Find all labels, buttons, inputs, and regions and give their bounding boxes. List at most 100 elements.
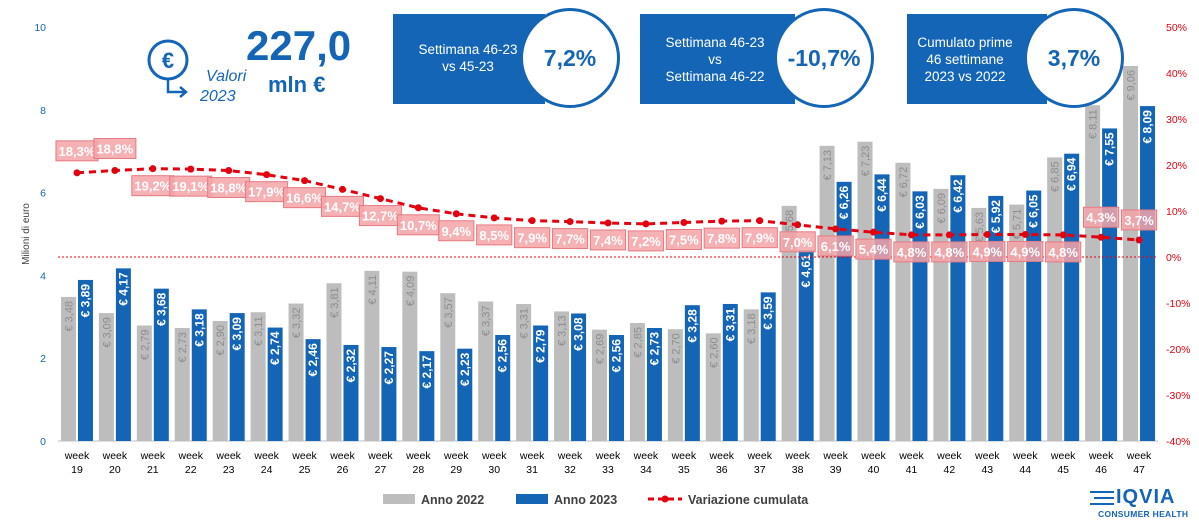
bar-2023-label: € 3,28 (685, 309, 699, 343)
bar-2022 (592, 329, 607, 441)
bar-2023-label: € 2,56 (610, 339, 624, 373)
kpi-text-line: 46 settimane (926, 52, 1004, 67)
line-point (490, 214, 498, 222)
series-line-cumulative (76, 167, 1140, 242)
line-data-label: 7,4% (593, 233, 623, 248)
total-value: 227,0 (246, 22, 352, 69)
line-point (263, 171, 271, 179)
bar-2023 (760, 292, 776, 441)
x-tick-week: week (367, 450, 393, 462)
x-tick-number: 26 (337, 464, 349, 476)
brand-logo-icon (1090, 490, 1114, 505)
kpi-text-line: Settimana 46-22 (665, 69, 765, 84)
x-tick-number: 45 (1057, 464, 1069, 476)
bar-2022 (857, 141, 873, 442)
bar-2022 (326, 283, 342, 441)
line-point (1097, 233, 1105, 241)
bar-2022-label: € 3,09 (101, 317, 113, 348)
bar-2023-label: € 2,46 (306, 343, 320, 377)
line-data-label: 4,9% (972, 244, 1002, 259)
bar-2023-label: € 2,79 (534, 329, 548, 363)
svg-text:€: € (162, 48, 174, 73)
bar-2023-label: € 2,17 (420, 355, 434, 389)
bar-2022 (288, 303, 304, 441)
bar-2022-label: € 7,23 (860, 146, 872, 177)
bar-2022 (667, 329, 683, 441)
bar-2022-label: € 2,60 (708, 337, 720, 368)
bar-2022-label: € 2,90 (215, 325, 227, 356)
line-point (907, 231, 915, 239)
line-point (566, 218, 574, 226)
bar-2023-label: € 2,23 (458, 352, 472, 386)
x-tick-number: 28 (413, 464, 425, 476)
bar-2023-label: € 2,27 (382, 351, 396, 385)
x-tick-number: 42 (944, 464, 956, 476)
line-point (528, 217, 536, 225)
line-label-box (1120, 209, 1158, 231)
x-tick-week: week (481, 450, 507, 462)
y-tick-label: 8 (40, 105, 46, 117)
line-point (832, 225, 840, 233)
line-point (73, 169, 81, 177)
x-tick-week: week (253, 450, 279, 462)
bar-2023-label: € 2,56 (496, 339, 510, 373)
euro-icon: € (146, 36, 198, 106)
bar-2023 (381, 347, 397, 441)
x-tick-number: 22 (185, 464, 197, 476)
x-tick-number: 46 (1095, 464, 1107, 476)
y-tick-label: 4 (40, 270, 46, 282)
y2-tick-label: 0% (1166, 252, 1181, 264)
bar-2023 (798, 250, 814, 441)
line-data-label: 18,8% (210, 181, 247, 196)
bar-2022 (174, 327, 190, 441)
bar-2023 (153, 288, 169, 441)
y-tick-label: 0 (40, 436, 46, 448)
bar-2022 (1009, 204, 1025, 441)
bar-2023 (305, 339, 321, 441)
bar-2022 (933, 188, 949, 441)
line-data-label: 7,0% (783, 235, 813, 250)
bar-2023-label: € 4,17 (116, 272, 130, 306)
line-data-label: 7,9% (745, 231, 775, 246)
kpi-week-vs-lastyear-value: -10,7% (774, 8, 874, 108)
bar-2022 (781, 205, 797, 441)
bar-2023-label: € 4,61 (799, 254, 813, 288)
x-tick-number: 37 (754, 464, 766, 476)
bar-2022 (819, 145, 835, 441)
bar-2022 (705, 333, 721, 441)
line-point (1135, 236, 1143, 244)
kpi-text-line: Settimana 46-23 (418, 42, 518, 57)
line-point (376, 195, 384, 203)
x-tick-week: week (633, 450, 659, 462)
bar-2023 (419, 351, 435, 441)
x-tick-number: 29 (450, 464, 462, 476)
line-label-box (514, 227, 551, 249)
legend-swatch-2023 (516, 494, 548, 504)
kpi-week-vs-prev-value: 7,2% (520, 8, 620, 108)
bar-2023 (874, 174, 890, 441)
x-tick-number: 32 (564, 464, 576, 476)
line-data-label: 17,9% (248, 185, 285, 200)
x-tick-week: week (178, 450, 204, 462)
bar-2023 (571, 313, 587, 441)
x-tick-number: 47 (1133, 464, 1145, 476)
bar-2022 (478, 301, 494, 441)
bar-2023-label: € 6,44 (875, 178, 889, 212)
line-data-label: 5,4% (859, 242, 889, 257)
line-point (983, 230, 991, 238)
x-tick-number: 38 (792, 464, 804, 476)
line-data-label: 3,7% (1124, 213, 1154, 228)
bar-2022-label: € 2,70 (670, 333, 682, 364)
bar-2023-label: € 3,18 (192, 313, 206, 347)
bar-2023-label: € 3,09 (230, 317, 244, 351)
bar-2022 (440, 293, 456, 441)
x-tick-number: 34 (640, 464, 652, 476)
bar-2023-label: € 3,31 (723, 308, 737, 342)
bar-2023 (77, 279, 93, 441)
kpi-text-line: Settimana 46-23 (665, 35, 765, 50)
line-point (604, 219, 612, 227)
x-tick-week: week (1088, 450, 1114, 462)
x-tick-number: 21 (147, 464, 159, 476)
x-tick-week: week (671, 450, 697, 462)
bar-2022 (212, 320, 228, 441)
